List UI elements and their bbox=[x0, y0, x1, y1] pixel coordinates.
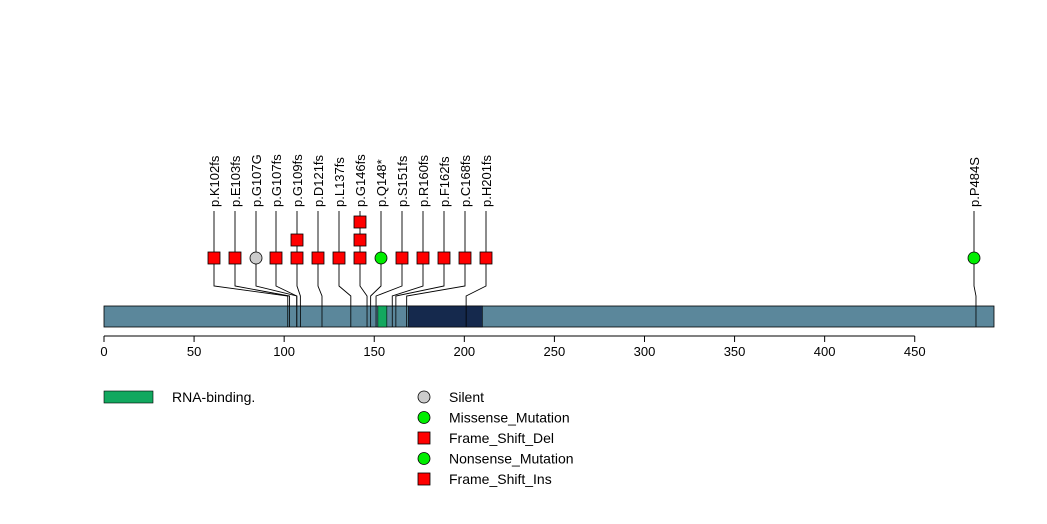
x-tick-label: 400 bbox=[814, 344, 836, 359]
x-tick-label: 300 bbox=[634, 344, 656, 359]
mutation-label: p.G109fs bbox=[290, 154, 305, 207]
mutation-marker-square bbox=[353, 233, 367, 247]
mutation-marker-square bbox=[395, 251, 409, 265]
domain-legend-label: RNA-binding. bbox=[172, 389, 255, 405]
mutation-label: p.G146fs bbox=[353, 154, 368, 207]
mutation-marker-square bbox=[207, 251, 221, 265]
mutation-marker-square bbox=[458, 251, 472, 265]
mutation-label: p.H201fs bbox=[479, 154, 494, 207]
mutation-label: p.R160fs bbox=[416, 154, 431, 207]
mutation-marker-square bbox=[332, 251, 346, 265]
mutation-markers bbox=[207, 211, 981, 265]
domain-region bbox=[408, 305, 483, 328]
mutation-marker-square bbox=[437, 251, 451, 265]
mutation-legend-circle bbox=[417, 390, 431, 404]
mutation-legend-label: Nonsense_Mutation bbox=[449, 451, 574, 467]
mutation-labels: p.K102fs p.E103fs p.G107G p.G107fs p.G109fs p… bbox=[207, 154, 982, 207]
mutation-marker-square bbox=[290, 251, 304, 265]
mutation-marker-circle bbox=[249, 251, 263, 265]
mutation-label: p.F162fs bbox=[437, 156, 452, 207]
mutation-legend-label: Frame_Shift_Del bbox=[449, 430, 554, 446]
x-tick-label: 200 bbox=[453, 344, 475, 359]
mutation-label: p.Q148* bbox=[374, 159, 389, 207]
mutation-label: p.G107fs bbox=[269, 154, 284, 207]
protein-backbone-group bbox=[103, 305, 995, 328]
x-tick-label: 100 bbox=[273, 344, 295, 359]
mutation-marker-square bbox=[416, 251, 430, 265]
mutation-marker-circle bbox=[374, 251, 388, 265]
x-tick-label: 0 bbox=[100, 344, 107, 359]
domain-region bbox=[377, 305, 388, 328]
mutation-label: p.L137fs bbox=[332, 157, 347, 207]
mutation-legend-square bbox=[417, 431, 431, 445]
mutation-label: p.E103fs bbox=[228, 155, 243, 207]
mutation-marker-square bbox=[228, 251, 242, 265]
mutation-marker-square bbox=[311, 251, 325, 265]
mutation-legend-label: Missense_Mutation bbox=[449, 410, 570, 426]
mutation-marker-square bbox=[269, 251, 283, 265]
mutation-marker-square bbox=[353, 251, 367, 265]
mutation-legend-label: Frame_Shift_Ins bbox=[449, 471, 552, 487]
x-tick-label: 50 bbox=[187, 344, 201, 359]
protein-backbone bbox=[103, 305, 995, 328]
mutation-label: p.S151fs bbox=[395, 155, 410, 207]
mutation-label: p.P484S bbox=[967, 157, 982, 207]
domain-legend-swatch bbox=[103, 390, 154, 404]
mutation-legend-label: Silent bbox=[449, 389, 484, 405]
mutation-marker-square bbox=[290, 233, 304, 247]
mutation-marker-square bbox=[353, 215, 367, 229]
x-tick-label: 350 bbox=[724, 344, 746, 359]
mutation-legend-square bbox=[417, 472, 431, 486]
mutation-label: p.C168fs bbox=[458, 154, 473, 207]
x-tick-label: 250 bbox=[544, 344, 566, 359]
x-axis: 0 50 100 150 200 250 300 350 400 450 bbox=[100, 335, 926, 359]
mutation-marker-circle bbox=[967, 251, 981, 265]
mutation-marker-square bbox=[479, 251, 493, 265]
mutation-label: p.K102fs bbox=[207, 155, 222, 207]
legends: RNA-binding. Silent Missense_Mutation Frame… bbox=[103, 389, 574, 487]
x-tick-label: 150 bbox=[363, 344, 385, 359]
mutation-label: p.G107G bbox=[249, 154, 264, 207]
mutation-legend-circle bbox=[417, 452, 431, 465]
x-tick-label: 450 bbox=[904, 344, 926, 359]
mutation-label: p.D121fs bbox=[311, 154, 326, 207]
mutation-legend-circle bbox=[417, 411, 431, 424]
